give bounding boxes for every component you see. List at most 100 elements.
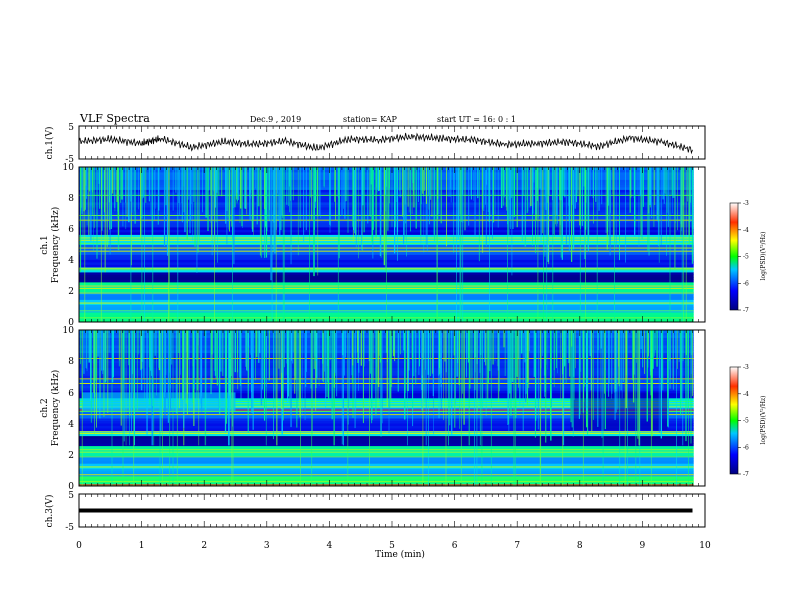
spectrogram-streak	[244, 167, 245, 209]
spectrogram-streak	[369, 330, 372, 374]
spectrogram-streak	[421, 330, 423, 376]
spectrogram-streak	[375, 330, 377, 416]
spectrogram-streak	[604, 330, 605, 394]
spectrogram-streak	[394, 167, 396, 228]
spectrogram-streak	[367, 167, 369, 224]
spectrogram-streak	[342, 330, 344, 446]
spectrogram-streak	[306, 330, 307, 372]
ch3-ytick-bottom: -5	[65, 523, 74, 533]
spectrogram-streak	[362, 167, 363, 252]
spectrogram-streak	[125, 167, 126, 203]
spectrogram-band	[79, 453, 694, 457]
spectrogram-streak	[371, 330, 373, 424]
spectrogram-streak	[352, 330, 354, 418]
spectrogram-streak	[604, 330, 606, 430]
spectrogram-streak	[138, 330, 139, 355]
spectrogram-streak	[407, 330, 408, 391]
spectrogram-streak	[170, 330, 171, 411]
spectrogram-band	[79, 357, 694, 361]
spectrogram-streak	[322, 330, 325, 383]
spectrogram-streak	[692, 330, 693, 397]
spectrogram-streak	[658, 167, 660, 263]
ch2-frequency-ylabel: Frequency (kHz)	[50, 370, 61, 447]
spectrogram-streak	[181, 167, 183, 222]
x-tick-label: 1	[139, 541, 145, 551]
spectrogram-streak	[89, 167, 91, 192]
spectrogram-streak	[123, 330, 125, 381]
spectrogram-band	[79, 382, 694, 386]
spectrogram-streak	[573, 330, 575, 400]
spectrogram-streak	[120, 167, 122, 203]
spectrogram-streak	[384, 167, 386, 272]
spectrogram-streak	[529, 330, 530, 352]
spectrogram-streak	[550, 330, 552, 368]
spectrogram-streak	[639, 330, 641, 486]
spectrogram-streak	[463, 330, 465, 425]
spectrogram-streak	[404, 330, 406, 393]
spectrogram-streak	[183, 330, 185, 428]
spectrogram-streak	[288, 330, 289, 397]
spectrogram-streak	[311, 330, 313, 486]
spectrogram-streak	[380, 330, 382, 382]
spectrogram-streak	[99, 330, 101, 419]
spectrogram-streak	[490, 330, 492, 486]
spectrogram-streak	[481, 167, 484, 253]
spectrogram-streak	[260, 330, 263, 406]
spectrogram-streak	[283, 167, 285, 322]
spectrogram-band	[79, 468, 694, 472]
spectrogram-streak	[251, 167, 254, 230]
spectrogram-streak	[503, 330, 505, 348]
spectrogram-streak	[552, 167, 553, 201]
spectrogram-streak	[508, 167, 510, 200]
spectrogram-streak	[358, 167, 359, 259]
spectrogram-streak	[481, 330, 483, 486]
spectrogram-streak	[290, 167, 292, 250]
spectrogram-streak	[553, 330, 555, 387]
spectrogram-streak	[565, 167, 568, 245]
spectrogram-streak	[501, 167, 503, 208]
x-tick-label: 7	[514, 541, 520, 551]
spectrogram-streak	[375, 167, 377, 238]
spectrogram-streak	[290, 330, 292, 428]
spectrogram-streak	[562, 330, 565, 446]
spectrogram-streak	[109, 167, 111, 255]
spectrogram-band	[79, 423, 694, 426]
ch1-colorbar-ticks: -3 -4 -5 -6 -7	[738, 200, 749, 314]
spectrogram-streak	[420, 167, 422, 205]
spectrogram-streak	[121, 167, 123, 200]
spectrogram-streak	[216, 330, 218, 386]
spectrogram-streak	[296, 330, 298, 428]
spectrogram-streak	[682, 330, 683, 347]
spectrogram-streak	[85, 330, 87, 368]
spectrogram-streak	[536, 167, 538, 189]
spectrogram-streak	[156, 330, 157, 396]
spectrogram-streak	[419, 330, 420, 367]
spectrogram-streak	[502, 167, 505, 206]
spectrogram-streak	[183, 167, 185, 213]
spectrogram-streak	[225, 330, 227, 377]
spectrogram-streak	[508, 330, 510, 433]
spectrogram-streak	[560, 167, 562, 258]
spectrogram-streak	[292, 330, 294, 353]
spectrogram-streak	[574, 167, 576, 209]
spectrogram-streak	[377, 167, 378, 190]
spectrogram-streak	[341, 167, 343, 217]
spectrogram-streak	[385, 167, 387, 212]
spectrogram-streak	[650, 330, 652, 486]
spectrogram-streak	[622, 330, 624, 382]
spectrogram-streak	[649, 167, 651, 206]
spectrogram-streak	[667, 330, 669, 397]
ch2-channel-label: ch.2	[40, 398, 50, 417]
spectrogram-streak	[267, 167, 269, 220]
ch1-spectrogram-panel: 10 8 6 4 2 0 ch.1 Frequency (kHz) -3 -4 -5…	[40, 163, 767, 328]
spectrogram-band	[79, 403, 694, 406]
spectrogram-streak	[107, 330, 109, 413]
spectrogram-streak	[576, 167, 578, 193]
spectrogram-band	[79, 380, 694, 384]
spectrogram-streak	[158, 330, 161, 371]
spectrogram-streak	[182, 330, 184, 400]
spectrogram-streak	[224, 330, 227, 433]
spectrogram-streak	[565, 330, 566, 379]
spectrogram-streak	[515, 330, 517, 418]
spectrogram-streak	[328, 330, 330, 400]
